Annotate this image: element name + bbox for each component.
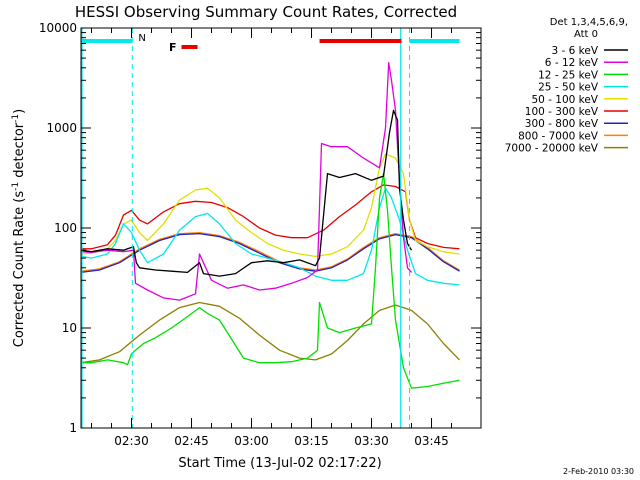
legend-label-5: 100 - 300 keV	[525, 106, 599, 118]
legend-label-6: 300 - 800 keV	[525, 118, 599, 130]
x-tick-label: 03:30	[354, 434, 389, 448]
y-tick-label: 1	[69, 421, 77, 435]
series-line-2	[81, 172, 460, 389]
legend-label-4: 50 - 100 keV	[531, 94, 598, 106]
legend-header-1: Det 1,3,4,5,6,9,	[550, 17, 628, 28]
chart-title: HESSI Observing Summary Count Rates, Cor…	[75, 3, 457, 21]
legend-header-2: Att 0	[574, 29, 598, 40]
overlay-layer: NF	[81, 28, 460, 428]
y-tick-label: 1000	[46, 121, 77, 135]
x-axis-ticks: 02:30 02:45 03:00 03:15 03:30 03:45	[91, 28, 453, 448]
legend-label-3: 25 - 50 keV	[538, 82, 599, 94]
y-axis-ticks: 1 10 100 1000 10000	[39, 21, 481, 435]
y-tick-label: 100	[54, 221, 77, 235]
y-tick-label: 10	[62, 321, 77, 335]
y-tick-label: 10000	[39, 21, 77, 35]
plot-frame	[80, 27, 482, 429]
series-line-6	[81, 232, 460, 274]
series-line-0	[81, 109, 413, 277]
series-line-1	[81, 62, 412, 301]
x-tick-label: 02:45	[174, 434, 209, 448]
orbit-bar-label-2: F	[169, 41, 177, 54]
legend-label-1: 6 - 12 keV	[545, 57, 599, 69]
x-tick-label: 03:15	[294, 434, 329, 448]
legend-label-8: 7000 - 20000 keV	[505, 143, 599, 155]
legend-label-0: 3 - 6 keV	[551, 45, 598, 57]
x-tick-label: 03:00	[234, 434, 269, 448]
footer-date: 2-Feb-2010 03:30	[563, 467, 634, 476]
x-tick-label: 03:45	[414, 434, 449, 448]
legend-label-7: 800 - 7000 keV	[518, 130, 599, 142]
series-line-8	[81, 301, 460, 364]
x-tick-label: 02:30	[114, 434, 149, 448]
series-lines	[80, 62, 460, 389]
y-axis-label: Corrected Count Rate (s-1 detector-1)	[11, 109, 27, 347]
night-label: N	[138, 33, 145, 44]
legend-label-2: 12 - 25 keV	[538, 69, 599, 81]
x-axis-label: Start Time (13-Jul-02 02:17:22)	[178, 456, 381, 471]
series-line-3	[80, 187, 460, 286]
series-line-4	[81, 153, 460, 258]
